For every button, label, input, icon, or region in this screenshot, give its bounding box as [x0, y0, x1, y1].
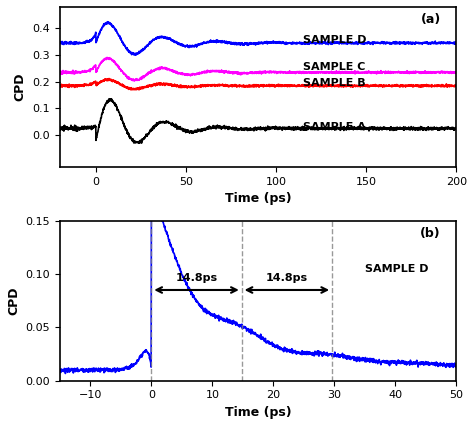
Y-axis label: CPD: CPD [14, 73, 27, 101]
Text: 14.8ps: 14.8ps [266, 273, 308, 282]
X-axis label: Time (ps): Time (ps) [225, 406, 292, 419]
X-axis label: Time (ps): Time (ps) [225, 193, 292, 205]
Text: SAMPLE C: SAMPLE C [303, 62, 365, 72]
Text: (b): (b) [420, 227, 441, 240]
Text: SAMPLE D: SAMPLE D [365, 264, 428, 273]
Text: SAMPLE A: SAMPLE A [303, 122, 366, 132]
Text: (a): (a) [420, 13, 441, 26]
Text: SAMPLE D: SAMPLE D [303, 35, 367, 45]
Text: SAMPLE B: SAMPLE B [303, 78, 366, 88]
Y-axis label: CPD: CPD [7, 286, 20, 315]
Text: 14.8ps: 14.8ps [175, 273, 218, 282]
